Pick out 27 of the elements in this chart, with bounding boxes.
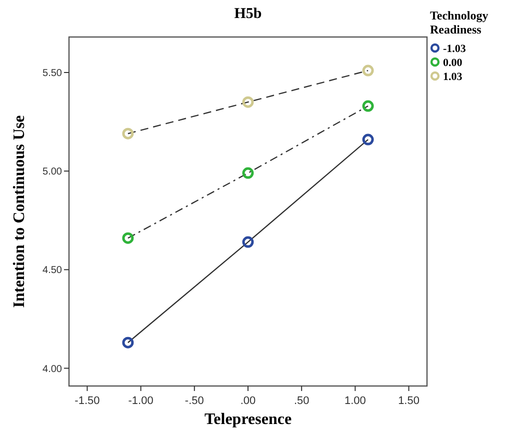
point	[242, 167, 254, 179]
legend-label: 0.00	[443, 56, 463, 69]
y-tick-label: 5.50	[42, 68, 62, 79]
x-tick-label: .50	[294, 395, 310, 407]
point	[242, 96, 254, 108]
x-tick-label: -1.00	[128, 395, 154, 407]
point	[362, 100, 374, 112]
y-axis-title: Intention to Continuous Use	[11, 115, 28, 308]
point	[242, 236, 254, 248]
point	[362, 64, 374, 76]
legend-label: -1.03	[443, 42, 466, 55]
y-tick-label: 4.00	[42, 364, 62, 375]
point	[122, 336, 134, 348]
legend-label: 1.03	[443, 70, 463, 83]
x-tick-label: -.50	[184, 395, 204, 407]
x-tick-label: .00	[240, 395, 256, 407]
x-tick-label: 1.50	[398, 395, 420, 407]
x-axis-title: Telepresence	[204, 411, 292, 428]
y-tick-label: 4.50	[42, 265, 62, 276]
chart-title: H5b	[234, 6, 262, 22]
point	[122, 232, 134, 244]
x-tick-label: 1.00	[344, 395, 366, 407]
y-tick-label: 5.00	[42, 166, 62, 178]
x-tick-label: -1.50	[74, 395, 100, 407]
legend-title: Technology Readiness	[430, 8, 488, 36]
point	[122, 128, 134, 140]
point	[362, 134, 374, 146]
